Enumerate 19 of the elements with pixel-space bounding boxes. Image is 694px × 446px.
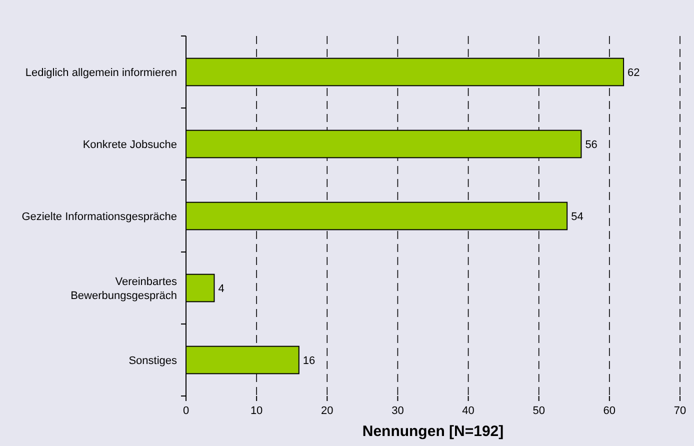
x-axis-title: Nennungen [N=192]: [362, 423, 504, 440]
x-tick-label: 60: [603, 405, 616, 417]
y-tick-label: Gezielte Informationsgespräche: [22, 210, 177, 223]
x-tick-label: 40: [462, 405, 474, 417]
data-label: 4: [218, 282, 224, 295]
x-tick-label: 10: [250, 405, 263, 417]
data-label: 54: [571, 210, 584, 223]
y-tick-label: Sonstiges: [128, 354, 178, 367]
x-tick-label: 70: [674, 405, 686, 417]
x-tick-label: 0: [182, 405, 190, 417]
y-tick-label: Konkrete Jobsuche: [82, 138, 177, 151]
x-tick-label: 50: [532, 405, 545, 417]
x-tick-label: 20: [321, 405, 334, 417]
x-tick-label: 30: [392, 405, 404, 417]
y-tick-label: Lediglich allgemein informieren: [25, 66, 177, 79]
data-label: 56: [585, 138, 598, 151]
data-label: 62: [628, 66, 640, 79]
data-label: 16: [302, 354, 316, 367]
y-tick-label: Vereinbartes Bewerbungsgespräch: [70, 276, 178, 302]
